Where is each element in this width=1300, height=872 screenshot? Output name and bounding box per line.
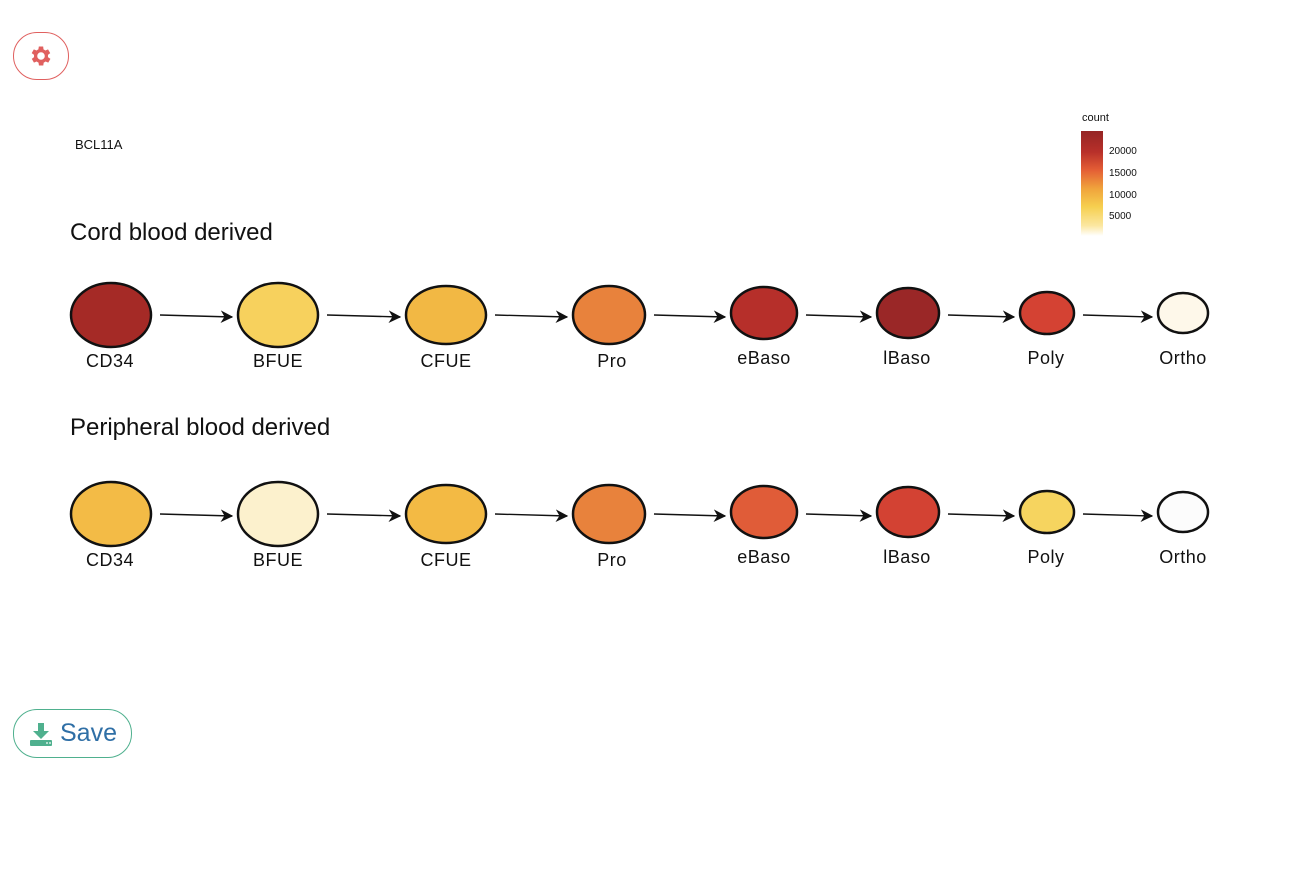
section-title-peripheral: Peripheral blood derived (70, 414, 331, 441)
cell-bfue (236, 480, 320, 548)
cell-bfue (236, 281, 320, 349)
legend-tick (1103, 217, 1108, 218)
legend-colorbar (1081, 131, 1103, 236)
legend-label: 5000 (1109, 211, 1132, 222)
cell-lbaso (875, 286, 941, 340)
cell-ortho (1156, 490, 1210, 534)
cell-cfue (404, 483, 488, 545)
arrow (805, 310, 873, 323)
stage-label: BFUE (253, 550, 303, 570)
settings-button[interactable] (13, 32, 69, 80)
stage-label: Pro (597, 550, 627, 570)
download-icon (30, 722, 52, 746)
stage-label: CD34 (86, 550, 134, 570)
stage-label: Ortho (1159, 547, 1207, 567)
cell-pro (571, 284, 647, 346)
cell-lbaso (875, 485, 941, 539)
arrow (653, 509, 727, 522)
stage-label: BFUE (253, 351, 303, 371)
save-label: Save (60, 719, 117, 747)
arrow (1082, 310, 1154, 323)
legend-label: 15000 (1109, 168, 1137, 179)
stage-label: eBaso (737, 547, 791, 567)
cell-ortho (1156, 291, 1210, 335)
legend-title: count (1082, 112, 1109, 124)
save-button[interactable]: Save (13, 709, 132, 758)
stage-label: lBaso (883, 348, 931, 368)
arrow (653, 310, 727, 323)
stage-label: Poly (1027, 547, 1064, 567)
legend-label: 10000 (1109, 190, 1137, 201)
gear-icon (31, 46, 51, 66)
cell-poly (1018, 290, 1076, 336)
gene-title: BCL11A (75, 137, 123, 152)
section-title-cord: Cord blood derived (70, 219, 273, 246)
legend-tick (1103, 152, 1108, 153)
stage-label: Ortho (1159, 348, 1207, 368)
legend-tick (1103, 174, 1108, 175)
cell-cfue (404, 284, 488, 346)
stage-label: CFUE (421, 351, 472, 371)
arrow (494, 310, 569, 323)
stage-label: Poly (1027, 348, 1064, 368)
arrow (1082, 509, 1154, 522)
cell-cd34 (69, 281, 153, 349)
arrow (947, 310, 1016, 323)
count-legend: count 20000 15000 10000 5000 (1081, 112, 1201, 242)
arrow (326, 509, 402, 522)
arrow (947, 509, 1016, 522)
arrow (159, 310, 234, 323)
arrow (326, 310, 402, 323)
cell-pro (571, 483, 647, 545)
stage-label: eBaso (737, 348, 791, 368)
cell-cd34 (69, 480, 153, 548)
cell-ebaso (729, 484, 799, 540)
cell-poly (1018, 489, 1076, 535)
stage-label: CD34 (86, 351, 134, 371)
legend-tick (1103, 196, 1108, 197)
cell-ebaso (729, 285, 799, 341)
stage-label: Pro (597, 351, 627, 371)
stage-label: lBaso (883, 547, 931, 567)
arrow (494, 509, 569, 522)
legend-label: 20000 (1109, 146, 1137, 157)
arrow (159, 509, 234, 522)
stage-label: CFUE (421, 550, 472, 570)
arrow (805, 509, 873, 522)
